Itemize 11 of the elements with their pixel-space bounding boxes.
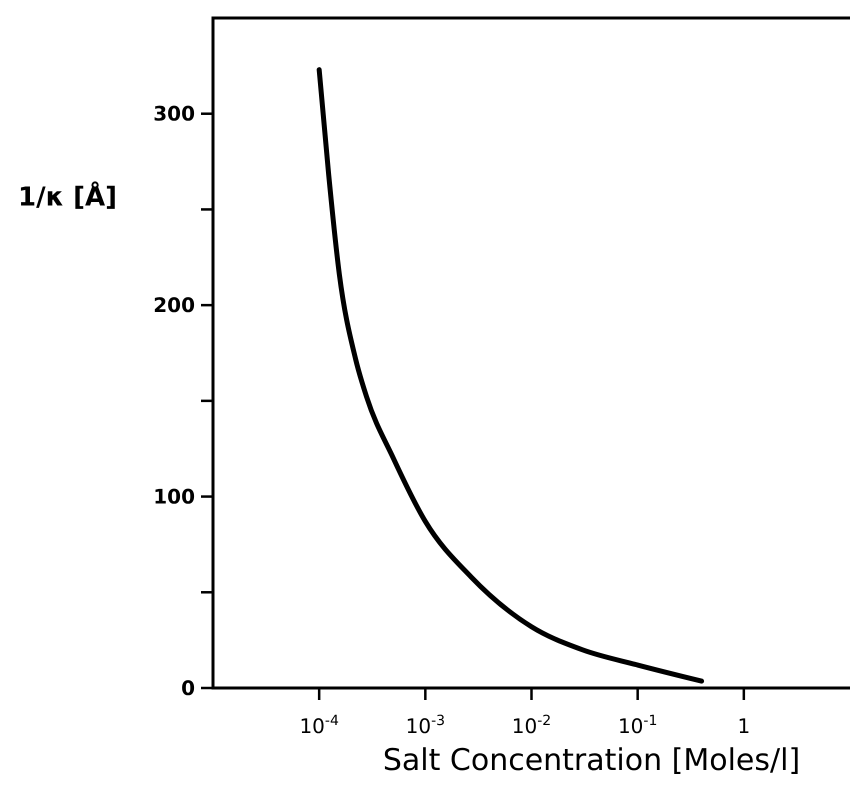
x-tick-label: 10$^{-3}$ bbox=[406, 713, 446, 738]
y-tick-label: 100 bbox=[153, 484, 195, 509]
y-tick-label: 200 bbox=[153, 293, 195, 318]
x-tick-label: 10$^{-2}$ bbox=[512, 713, 552, 738]
y-tick-label: 300 bbox=[153, 102, 195, 126]
x-tick-label: 1 bbox=[737, 714, 750, 738]
y-axis-title: 1/κ [Å] bbox=[18, 180, 117, 213]
x-tick-label: 10$^{-4}$ bbox=[299, 713, 339, 738]
y-tick-label: 0 bbox=[181, 676, 195, 700]
x-tick-label: 10$^{-1}$ bbox=[618, 713, 658, 738]
x-axis-title: Salt Concentration [Moles/l] bbox=[382, 743, 800, 778]
